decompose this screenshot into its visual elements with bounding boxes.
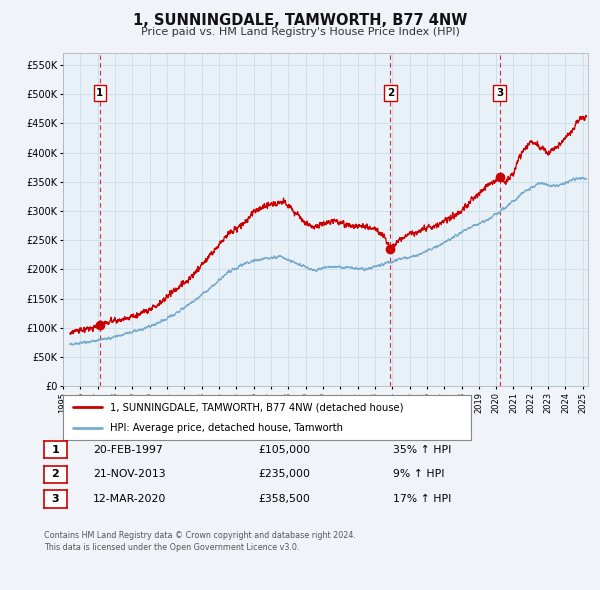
Text: 35% ↑ HPI: 35% ↑ HPI: [393, 445, 451, 454]
Text: 2: 2: [52, 470, 59, 479]
Text: 2: 2: [386, 88, 394, 98]
Text: Contains HM Land Registry data © Crown copyright and database right 2024.
This d: Contains HM Land Registry data © Crown c…: [44, 531, 356, 552]
Text: £235,000: £235,000: [258, 470, 310, 479]
Text: 21-NOV-2013: 21-NOV-2013: [93, 470, 166, 479]
Text: 1: 1: [96, 88, 104, 98]
Text: 3: 3: [496, 88, 503, 98]
Text: HPI: Average price, detached house, Tamworth: HPI: Average price, detached house, Tamw…: [110, 422, 343, 432]
Text: 9% ↑ HPI: 9% ↑ HPI: [393, 470, 445, 479]
Text: 20-FEB-1997: 20-FEB-1997: [93, 445, 163, 454]
Text: £105,000: £105,000: [258, 445, 310, 454]
Text: 1, SUNNINGDALE, TAMWORTH, B77 4NW: 1, SUNNINGDALE, TAMWORTH, B77 4NW: [133, 13, 467, 28]
Text: Price paid vs. HM Land Registry's House Price Index (HPI): Price paid vs. HM Land Registry's House …: [140, 27, 460, 37]
Text: £358,500: £358,500: [258, 494, 310, 504]
Text: 1, SUNNINGDALE, TAMWORTH, B77 4NW (detached house): 1, SUNNINGDALE, TAMWORTH, B77 4NW (detac…: [110, 402, 403, 412]
Text: 1: 1: [52, 445, 59, 454]
Text: 12-MAR-2020: 12-MAR-2020: [93, 494, 166, 504]
Text: 17% ↑ HPI: 17% ↑ HPI: [393, 494, 451, 504]
Text: 3: 3: [52, 494, 59, 504]
